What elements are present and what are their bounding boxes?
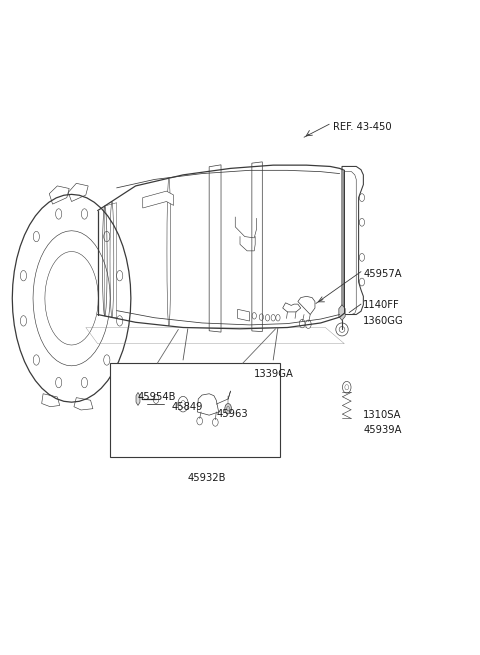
Text: 45932B: 45932B: [188, 473, 226, 483]
Ellipse shape: [336, 323, 348, 336]
Polygon shape: [252, 162, 262, 331]
Ellipse shape: [342, 381, 351, 393]
Polygon shape: [298, 296, 315, 314]
Polygon shape: [238, 309, 250, 321]
Polygon shape: [143, 191, 174, 208]
Ellipse shape: [225, 403, 231, 414]
Text: 45939A: 45939A: [363, 425, 402, 435]
Polygon shape: [283, 303, 301, 312]
Text: 45954B: 45954B: [138, 392, 177, 402]
Polygon shape: [136, 392, 140, 405]
Text: 1310SA: 1310SA: [363, 410, 402, 420]
Text: 45963: 45963: [216, 409, 248, 419]
Polygon shape: [209, 165, 221, 332]
Text: 45849: 45849: [171, 402, 203, 413]
Polygon shape: [342, 166, 363, 314]
Text: 1339GA: 1339GA: [254, 369, 294, 379]
Bar: [109, 364, 280, 457]
Polygon shape: [197, 394, 219, 415]
Ellipse shape: [213, 419, 218, 426]
Ellipse shape: [305, 320, 311, 328]
Ellipse shape: [300, 320, 305, 328]
Text: REF. 43-450: REF. 43-450: [333, 122, 391, 132]
Polygon shape: [339, 305, 345, 320]
Ellipse shape: [178, 396, 188, 412]
Text: 1140FF: 1140FF: [363, 301, 400, 310]
Ellipse shape: [197, 417, 203, 425]
Text: 45957A: 45957A: [363, 269, 402, 278]
Text: 1360GG: 1360GG: [363, 316, 404, 326]
